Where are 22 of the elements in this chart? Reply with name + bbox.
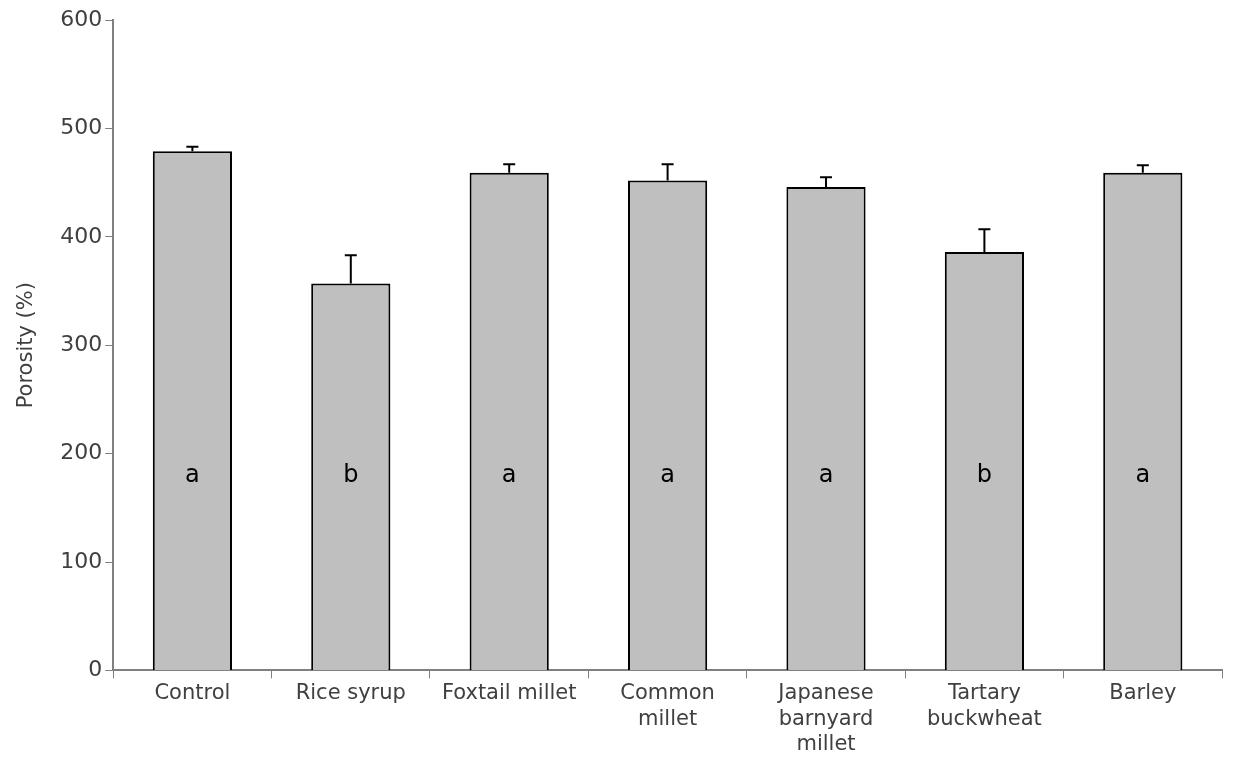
annotation: a xyxy=(185,459,200,488)
x-tick-label: Foxtail millet xyxy=(441,680,577,705)
y-tick-label: 200 xyxy=(60,439,103,465)
x-tick-label: Japanese barnyard millet xyxy=(776,680,874,755)
y-tick-label: 300 xyxy=(60,330,103,356)
annotation: a xyxy=(660,459,675,488)
annotation: a xyxy=(818,459,834,488)
annotation: a xyxy=(1135,459,1151,488)
annotation: b xyxy=(343,459,359,488)
y-tick-label: 600 xyxy=(60,5,103,31)
x-tick-label: Control xyxy=(154,680,231,705)
x-tick-label: Common millet xyxy=(620,680,715,730)
x-tick-label: Tartary buckwheat xyxy=(926,680,1042,730)
annotation: b xyxy=(976,459,993,488)
x-tick-label: Barley xyxy=(1109,680,1177,705)
y-axis-title: Porosity (%) xyxy=(13,282,38,409)
annotation: a xyxy=(501,459,517,488)
y-tick-label: 400 xyxy=(60,222,103,248)
y-tick-label: 100 xyxy=(60,547,103,573)
y-tick-label: 0 xyxy=(88,656,103,682)
y-tick-label: 500 xyxy=(60,114,103,140)
x-tick-label: Rice syrup xyxy=(295,680,406,705)
